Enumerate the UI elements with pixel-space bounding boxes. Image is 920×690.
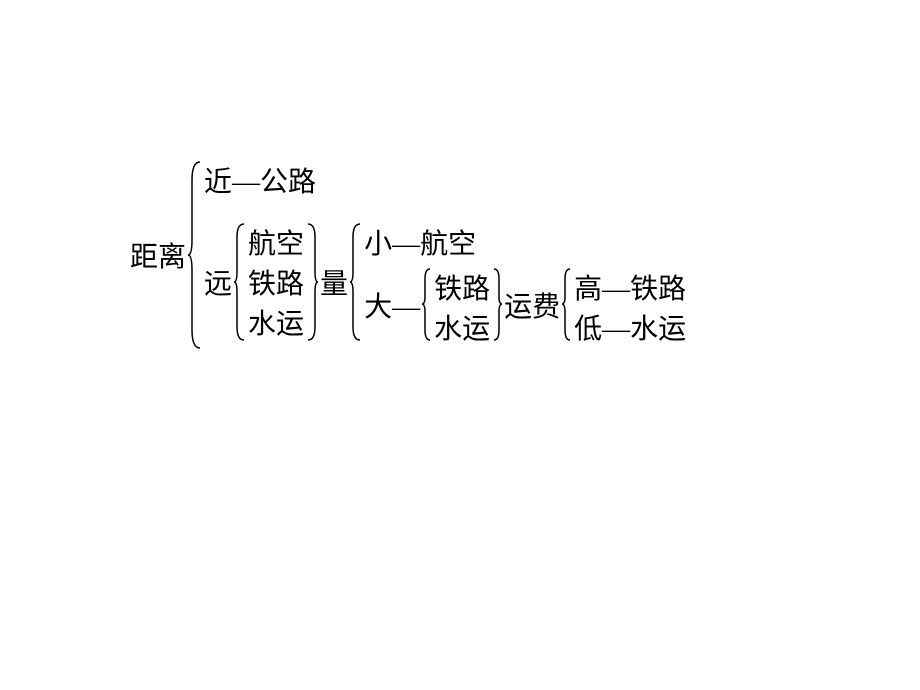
level1-items: 近—公路 远 航空 铁路 水运 量 xyxy=(204,160,686,350)
level1-option1: 近—公路 xyxy=(204,160,316,200)
level1-sub-2: 水运 xyxy=(248,302,304,342)
level3-label: 运费 xyxy=(504,285,560,325)
level1-sub-1: 铁路 xyxy=(248,262,304,302)
brace-right-1 xyxy=(304,222,320,342)
level2-items: 小—航空 大— 铁路 水运 xyxy=(364,222,686,342)
level2-sub-0: 铁路 xyxy=(434,267,490,307)
brace-left-2 xyxy=(232,222,248,342)
brace-left-3 xyxy=(348,222,364,342)
level3-option2: 低—水运 xyxy=(574,307,686,347)
level1-sub-items: 航空 铁路 水运 xyxy=(248,222,304,342)
brace-left-5 xyxy=(560,267,574,342)
level2-option2-label: 大— xyxy=(364,285,420,325)
brace-left-4 xyxy=(420,267,434,342)
level2-sub-1: 水运 xyxy=(434,307,490,347)
level2-option1: 小—航空 xyxy=(364,222,476,262)
level2-sub-items: 铁路 水运 xyxy=(434,267,490,342)
brace-left-1 xyxy=(186,160,204,350)
level2-label: 量 xyxy=(320,262,348,302)
brace-right-2 xyxy=(490,267,504,342)
level1-option2-label: 远 xyxy=(204,262,232,302)
level1-label: 距离 xyxy=(130,235,186,275)
level3-items: 高—铁路 低—水运 xyxy=(574,267,686,342)
level3-option1: 高—铁路 xyxy=(574,267,686,307)
level1-sub-0: 航空 xyxy=(248,222,304,262)
transport-decision-tree: 距离 近—公路 远 航空 铁路 水运 量 xyxy=(130,160,686,350)
